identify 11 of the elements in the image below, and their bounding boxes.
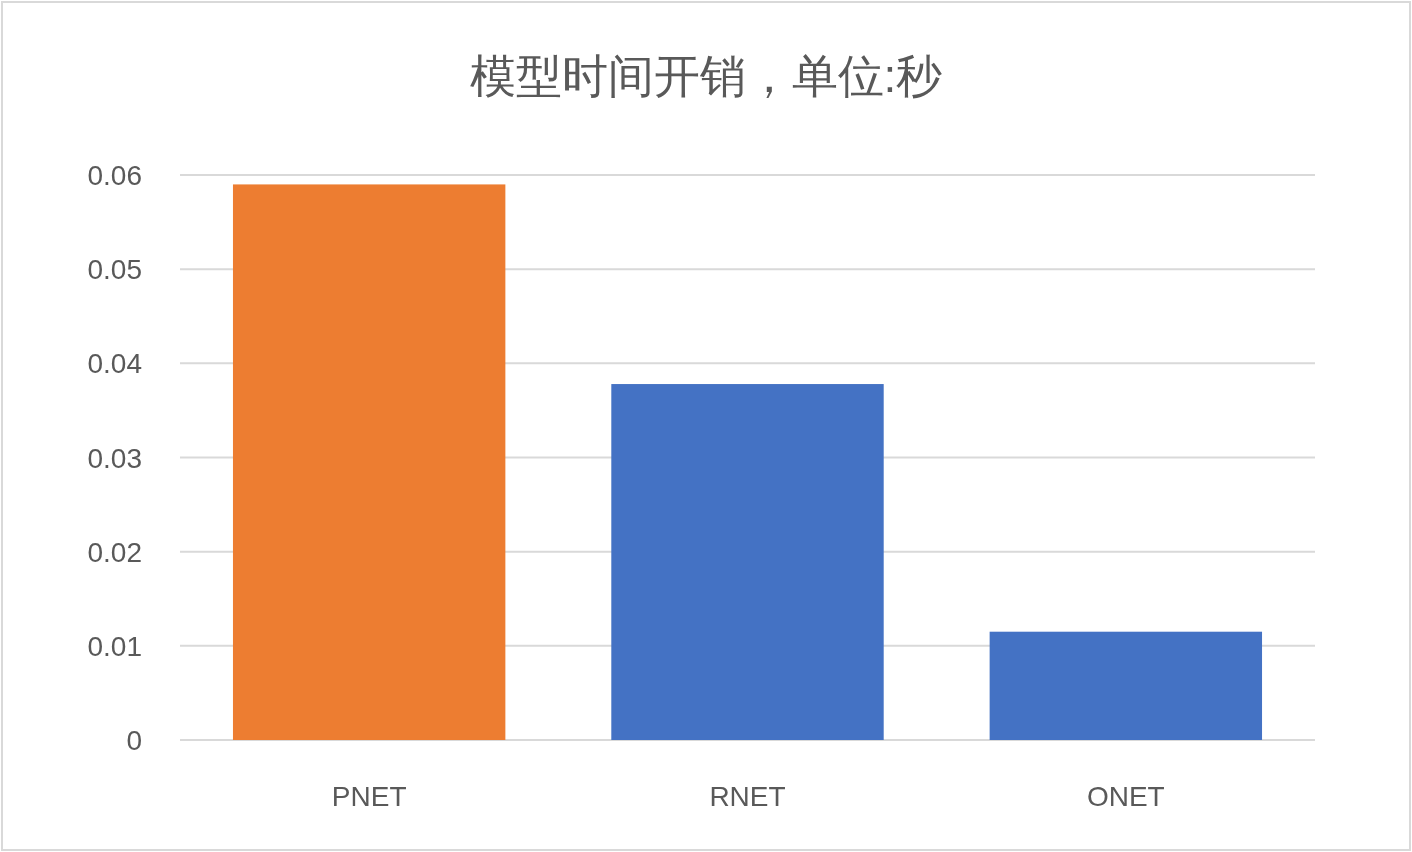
ytick: 0.03: [87, 442, 142, 474]
xtick: RNET: [709, 781, 786, 812]
ytick: 0.01: [87, 630, 142, 662]
xtick: PNET: [331, 781, 407, 812]
xtick: ONET: [1086, 781, 1165, 812]
ytick: 0.04: [87, 348, 142, 380]
ytick: 0: [126, 725, 142, 756]
title: 模型时间开销，单位:秒: [469, 50, 943, 102]
ytick: 0.02: [87, 536, 142, 568]
ytick: 0.05: [87, 254, 142, 286]
ytick: 0.06: [87, 160, 142, 191]
